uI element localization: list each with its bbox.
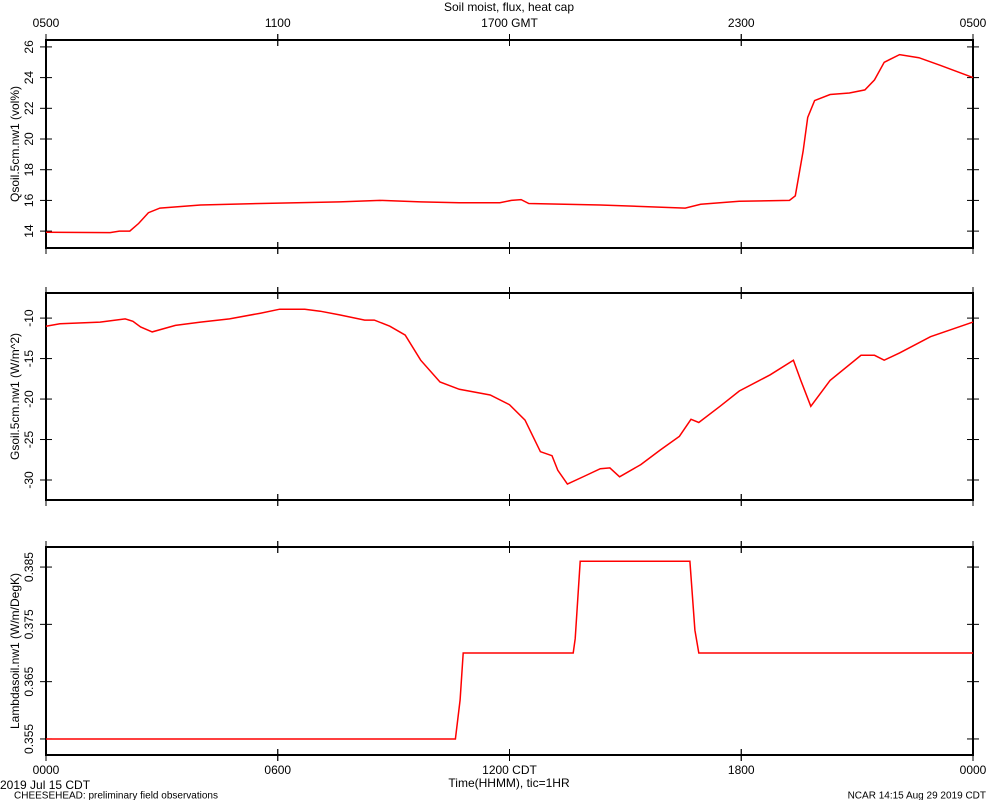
y-tick-label: -20 bbox=[22, 390, 36, 408]
x-tick-label: 0600 bbox=[264, 763, 291, 777]
x-tick-label: 0000 bbox=[960, 763, 987, 777]
y-axis-label: Qsoil.5cm.nw1 (vol%) bbox=[8, 86, 22, 202]
plot-frame bbox=[45, 39, 974, 249]
y-tick-label: 24 bbox=[22, 71, 36, 85]
credit: NCAR 14:15 Aug 29 2019 CDT bbox=[848, 791, 986, 800]
y-tick-label: 0.365 bbox=[22, 666, 36, 696]
chart-title: Soil moist, flux, heat cap bbox=[444, 0, 574, 14]
x2-tick-label: 1100 bbox=[265, 16, 291, 30]
project-note: CHEESEHEAD: preliminary field observatio… bbox=[14, 791, 218, 800]
y-axis-label: Gsoil.5cm.nw1 (W/m^2) bbox=[8, 333, 22, 460]
plot-frame bbox=[45, 546, 974, 756]
y-tick-label: 0.375 bbox=[22, 609, 36, 639]
y-tick-label: 14 bbox=[22, 224, 36, 238]
x-tick-label: 1200 CDT bbox=[482, 763, 537, 777]
y-tick-label: -25 bbox=[22, 431, 36, 449]
data-line bbox=[45, 53, 974, 234]
data-line bbox=[46, 560, 973, 740]
y-tick-label: 0.385 bbox=[22, 552, 36, 582]
y-tick-label: 26 bbox=[22, 40, 36, 54]
y-tick-label: 0.355 bbox=[22, 724, 36, 754]
x2-tick-label: 0500 bbox=[33, 16, 60, 30]
date-label: 2019 Jul 15 CDT bbox=[0, 778, 91, 792]
y-tick-label: 22 bbox=[22, 101, 36, 115]
y-axis-label: Lambdasoil.nw1 (W/m/DegK) bbox=[8, 573, 22, 729]
y-tick-label: 16 bbox=[22, 193, 36, 207]
x-axis-label: Time(HHMM), tic=1HR bbox=[448, 776, 570, 790]
y-tick-label: 20 bbox=[22, 132, 36, 146]
y-tick-label: 18 bbox=[22, 163, 36, 177]
y-tick-label: -10 bbox=[22, 309, 36, 327]
x2-tick-label: 2300 bbox=[728, 16, 755, 30]
x-tick-label: 0000 bbox=[33, 763, 60, 777]
y-tick-label: -30 bbox=[22, 471, 36, 489]
x2-tick-label: 1700 GMT bbox=[481, 16, 538, 30]
x2-tick-label: 0500 bbox=[960, 16, 987, 30]
y-tick-label: -15 bbox=[22, 350, 36, 368]
x-tick-label: 1800 bbox=[728, 763, 755, 777]
data-line bbox=[45, 308, 974, 486]
